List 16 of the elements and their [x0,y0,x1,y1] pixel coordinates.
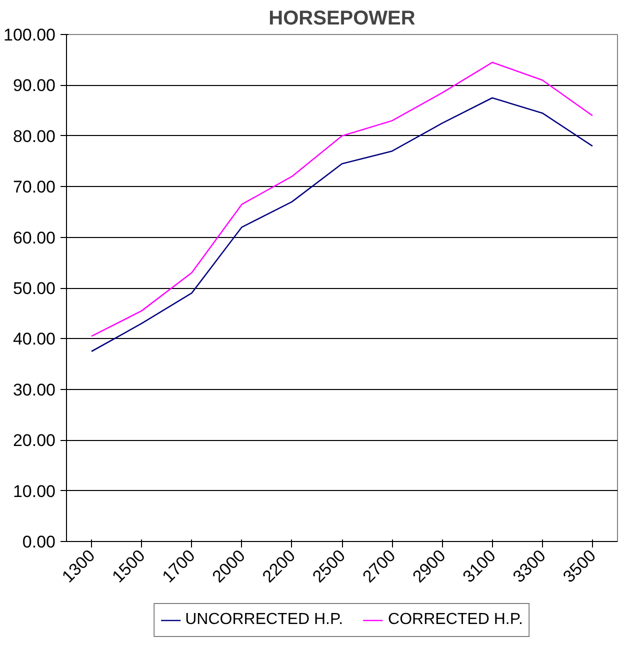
y-tick-label: 50.00 [12,279,56,298]
y-tick-label: 10.00 [12,482,56,501]
y-tick-label: 0.00 [22,532,56,552]
y-tick-label: 70.00 [12,178,56,197]
line-series [90,97,594,352]
chart-title: HORSEPOWER [268,8,416,30]
y-tick-label: 60.00 [12,228,56,248]
legend-label: CORRECTED H.P. [388,611,523,629]
y-tick-label: 20.00 [12,431,56,450]
line-series [90,62,594,337]
y-tick-label: 40.00 [12,330,56,349]
y-tick-label: 90.00 [12,76,56,96]
y-tick-label: 80.00 [12,126,56,146]
legend-label: UNCORRECTED H.P. [185,611,344,629]
y-tick-label: 30.00 [12,380,56,400]
y-tick-label: 100.00 [4,26,56,44]
